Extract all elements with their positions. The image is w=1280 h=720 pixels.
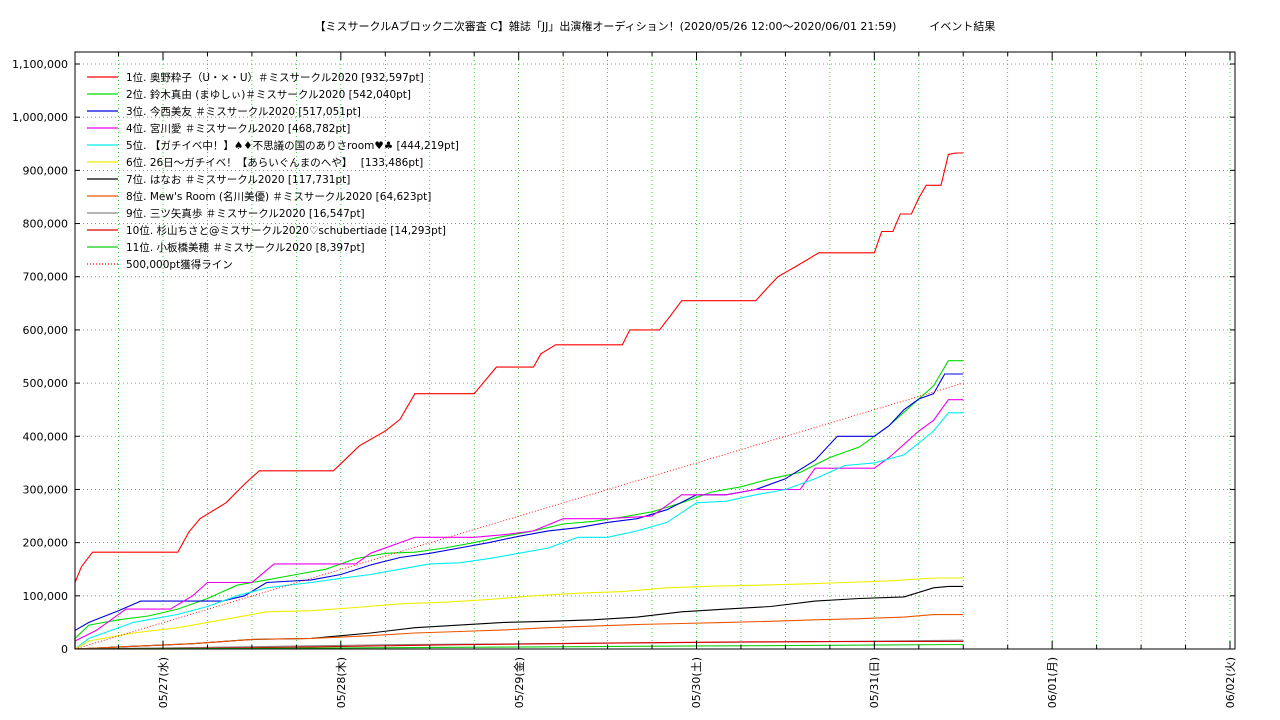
series-line-3: [74, 373, 964, 649]
legend-entry: 10位. 杉山ちさと@ミスサークル2020♡schubertiade [14,2…: [126, 224, 446, 237]
x-tick-label: 05/30(土): [690, 657, 703, 708]
y-tick-label: 500,000: [23, 377, 69, 390]
series-line-2: [74, 360, 964, 649]
legend-entry: 4位. 宮川愛 ＃ミスサークル2020 [468,782pt]: [126, 122, 350, 135]
legend-entry: 11位. 小板橋美穂 ＃ミスサークル2020 [8,397pt]: [126, 241, 365, 254]
series-line-1: [74, 152, 964, 649]
series-line-6: [74, 577, 964, 650]
y-tick-label: 400,000: [23, 430, 69, 443]
y-tick-label: 700,000: [23, 271, 69, 284]
y-tick-label: 900,000: [23, 164, 69, 177]
legend-entry: 6位. 26日～ガチイベ！【あらいぐんまのへや】 [133,486pt]: [126, 156, 423, 169]
x-tick-label: 05/27(水): [157, 657, 170, 708]
x-tick-label: 05/29(金): [512, 657, 526, 708]
series-line-5: [74, 412, 964, 650]
legend-entry: 500,000pt獲得ライン: [126, 258, 233, 271]
legend-entry: 8位. Mew's Room (名川美優) ＃ミスサークル2020 [64,62…: [126, 190, 431, 203]
chart-title: 【ミスサークルAブロック二次審査 C】雑誌「JJ」出演権オーディション！(202…: [315, 19, 996, 33]
x-axis: 05/27(水) 05/28(木) 05/29(金) 05/30(土) 05/31(日)…: [118, 52, 1237, 708]
x-tick-label: 05/28(木): [335, 657, 348, 708]
y-tick-label: 600,000: [23, 324, 69, 337]
series-line-8: [74, 614, 964, 650]
y-tick-label: 1,100,000: [12, 58, 68, 71]
legend-entry: 9位. 三ツ矢真歩 ＃ミスサークル2020 [16,547pt]: [126, 207, 365, 220]
legend-entry: 2位. 鈴木真由 (まゆしぃ)＃ミスサークル2020 [542,040pt]: [126, 88, 411, 101]
series-line-4: [74, 399, 964, 649]
legend-entry: 7位. はなお ＃ミスサークル2020 [117,731pt]: [126, 173, 350, 186]
x-tick-label: 05/31(日): [868, 657, 881, 708]
plot-frame: [74, 51, 1236, 650]
x-tick-label: 06/02(火): [1224, 657, 1237, 708]
y-tick-label: 200,000: [23, 537, 69, 550]
y-tick-label: 1,000,000: [12, 111, 68, 124]
legend: 1位. 奥野粋子（U・×・U）＃ミスサークル2020 [932,597pt] 2位…: [87, 71, 459, 271]
y-axis: 0 100,000 200,000 300,000 400,000 500,000 600,…: [12, 58, 1235, 656]
y-tick-label: 800,000: [23, 218, 69, 231]
y-tick-label: 100,000: [23, 590, 69, 603]
legend-entry: 3位. 今西美友 ＃ミスサークル2020 [517,051pt]: [126, 105, 361, 118]
x-tick-label: 06/01(月): [1046, 657, 1059, 708]
y-tick-label: 0: [61, 643, 68, 656]
y-tick-label: 300,000: [23, 483, 69, 496]
legend-entry: 5位. 【ガチイベ中！】♠♦不思議の国のありさroom♥♣ [444,219pt…: [126, 139, 459, 152]
legend-entry: 1位. 奥野粋子（U・×・U）＃ミスサークル2020 [932,597pt]: [126, 71, 424, 84]
